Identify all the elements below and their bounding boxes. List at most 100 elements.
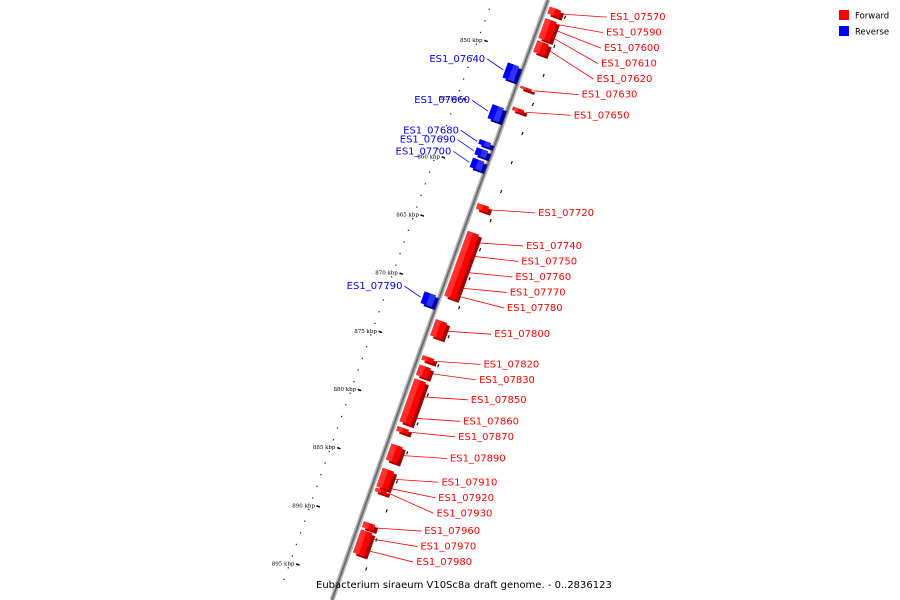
scale-dot	[345, 404, 347, 406]
gene-label[interactable]: ES1_07630	[582, 90, 638, 101]
gene-label[interactable]: ES1_07660	[414, 95, 470, 106]
gene-label[interactable]: ES1_07720	[538, 208, 594, 219]
gene-label[interactable]: ES1_07770	[510, 287, 566, 298]
gene-es1-07750[interactable]	[458, 246, 477, 265]
gene-label[interactable]: ES1_07860	[463, 416, 519, 427]
legend-swatch-reverse	[839, 26, 849, 36]
gene-es1-07620[interactable]	[533, 40, 552, 59]
gene-es1-07920[interactable]	[376, 482, 392, 494]
gene-body	[458, 246, 474, 262]
gene-label[interactable]: ES1_07750	[521, 256, 577, 267]
gene-es1-07720[interactable]	[475, 202, 493, 216]
gene-es1-07630[interactable]	[519, 85, 536, 95]
gene-label[interactable]: ES1_07930	[437, 508, 493, 519]
gene-label[interactable]: ES1_07790	[347, 281, 403, 292]
gene-es1-07930[interactable]	[374, 487, 391, 498]
gene-leader	[435, 360, 481, 365]
gene-label[interactable]: ES1_07820	[483, 359, 539, 370]
gene-label[interactable]: ES1_07590	[606, 28, 662, 39]
gene-es1-07740[interactable]	[461, 230, 483, 255]
gene-label[interactable]: ES1_07640	[429, 54, 485, 65]
gene-body	[543, 18, 557, 27]
gene-features	[352, 6, 565, 560]
gene-label[interactable]: ES1_07890	[450, 453, 506, 464]
gene-es1-07850[interactable]	[404, 378, 429, 415]
gene-label[interactable]: ES1_07980	[416, 557, 472, 568]
gene-es1-07870[interactable]	[396, 425, 412, 438]
legend-item-forward[interactable]: Forward	[839, 10, 889, 22]
gene-es1-07640[interactable]	[502, 62, 523, 85]
gene-highlight	[446, 279, 456, 291]
scale-dot	[336, 427, 339, 429]
gene-label[interactable]: ES1_07760	[515, 272, 571, 283]
gene-es1-07650[interactable]	[511, 106, 528, 118]
gene-label[interactable]: ES1_07610	[601, 59, 657, 70]
gene-es1-07820[interactable]	[421, 355, 438, 367]
gene-body	[502, 62, 520, 82]
gene-leader	[548, 49, 594, 80]
gene-leader	[393, 478, 439, 483]
gene-label[interactable]: ES1_07620	[597, 74, 653, 85]
gene-body	[446, 279, 462, 293]
gene-highlight	[385, 443, 398, 462]
gene-body	[450, 257, 470, 284]
gene-label[interactable]: ES1_07600	[604, 43, 660, 54]
gene-label[interactable]: ES1_07700	[396, 146, 452, 157]
gene-label[interactable]: ES1_07800	[494, 329, 550, 340]
gene-es1-07570[interactable]	[547, 6, 565, 21]
gene-es1-07660[interactable]	[487, 104, 507, 126]
major-tick	[336, 446, 341, 450]
backbone-line	[331, 0, 549, 600]
gene-label[interactable]: ES1_07690	[400, 135, 456, 146]
gene-highlight	[543, 18, 552, 25]
major-tick	[399, 272, 404, 276]
gene-body	[430, 319, 448, 340]
gene-body	[478, 139, 492, 148]
gene-label[interactable]: ES1_07830	[479, 375, 535, 386]
gene-highlight	[479, 149, 489, 159]
gene-label[interactable]: ES1_07680	[403, 125, 459, 136]
gene-label[interactable]: ES1_07650	[574, 110, 630, 121]
scale-dot	[324, 462, 326, 464]
gene-label[interactable]: ES1_07740	[526, 241, 582, 252]
gene-label[interactable]: ES1_07970	[420, 542, 476, 553]
gene-label[interactable]: ES1_07780	[507, 303, 563, 314]
gene-es1-07700[interactable]	[469, 157, 488, 175]
gene-es1-07980[interactable]	[352, 540, 372, 560]
gene-leader	[390, 488, 436, 499]
gene-es1-07600[interactable]	[541, 22, 559, 37]
gene-es1-07680[interactable]	[478, 139, 495, 151]
gene-body	[538, 29, 553, 43]
gene-es1-07790[interactable]	[420, 291, 439, 311]
gene-es1-07610[interactable]	[538, 29, 556, 46]
gene-es1-07780[interactable]	[444, 288, 462, 303]
gene-es1-07800[interactable]	[430, 319, 451, 343]
gene-leader	[401, 455, 447, 459]
major-tick	[295, 563, 300, 566]
gene-body	[475, 202, 490, 213]
gene-leader	[478, 242, 524, 247]
scale-dot	[407, 229, 410, 231]
gene-es1-07590[interactable]	[543, 18, 560, 30]
gene-label[interactable]: ES1_07920	[438, 493, 494, 504]
gene-es1-07890[interactable]	[385, 443, 406, 467]
gene-leader	[473, 255, 519, 262]
gene-highlight	[461, 230, 474, 250]
gene-es1-07860[interactable]	[399, 407, 419, 429]
gene-highlight	[352, 540, 363, 555]
gene-label[interactable]: ES1_07850	[471, 395, 527, 406]
minor-tick	[365, 567, 368, 571]
gene-es1-07690[interactable]	[474, 147, 492, 162]
gene-es1-07830[interactable]	[415, 364, 434, 382]
gene-es1-07910[interactable]	[377, 467, 398, 490]
gene-es1-07960[interactable]	[361, 521, 379, 534]
gene-label[interactable]: ES1_07960	[424, 526, 480, 537]
gene-label[interactable]: ES1_07870	[458, 432, 514, 443]
scale-dot	[303, 520, 306, 522]
gene-label[interactable]: ES1_07910	[441, 477, 497, 488]
scale-dot	[462, 78, 465, 80]
scale-dot	[320, 474, 322, 476]
legend-item-reverse[interactable]: Reverse	[839, 26, 889, 38]
gene-label[interactable]: ES1_07570	[610, 12, 666, 23]
gene-es1-07760[interactable]	[450, 257, 473, 287]
